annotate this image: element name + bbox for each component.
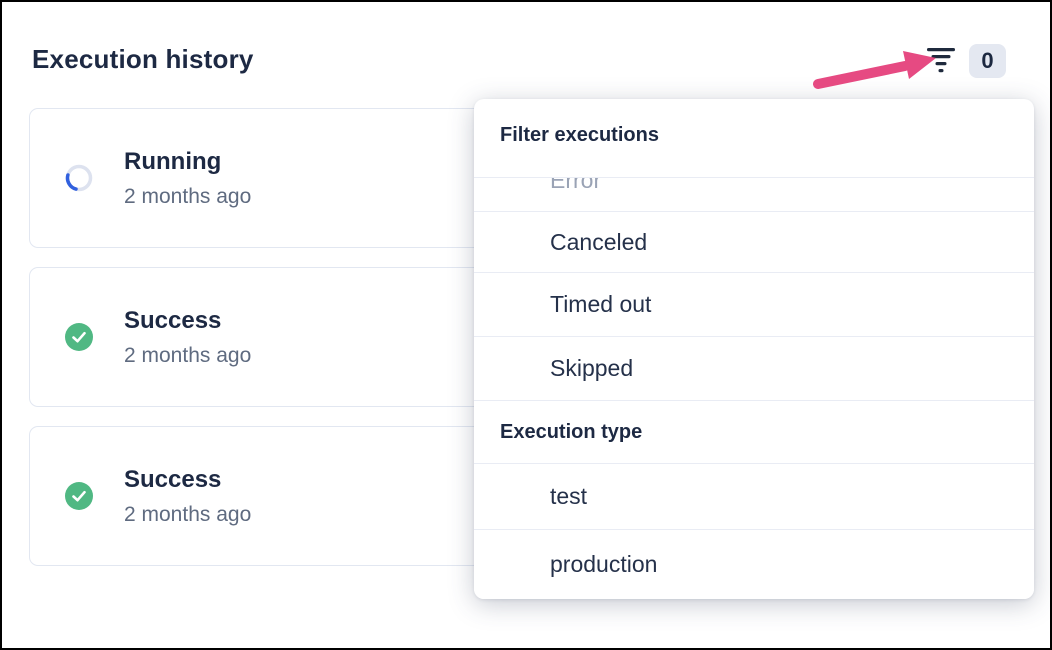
filter-option-error[interactable]: Error [474, 178, 1034, 212]
execution-time: 2 months ago [124, 184, 252, 208]
filter-option-label: Error [550, 178, 602, 193]
filter-funnel-icon [927, 48, 955, 73]
filter-option-timed-out[interactable]: Timed out [474, 273, 1034, 337]
filter-panel-title: Filter executions [474, 99, 1034, 178]
check-circle-icon [65, 323, 93, 351]
execution-status: Running [124, 147, 222, 175]
annotation-arrow-icon [813, 51, 936, 89]
filter-option-label: production [550, 551, 658, 577]
execution-time: 2 months ago [124, 502, 252, 526]
filter-option-skipped[interactable]: Skipped [474, 337, 1034, 401]
filter-option-label: test [550, 483, 588, 509]
filter-section-label: Execution type [500, 420, 643, 443]
filter-option-production[interactable]: production [474, 530, 1034, 599]
filter-button[interactable] [924, 47, 958, 77]
spinner-icon [65, 164, 93, 192]
filter-panel: Filter executions Error Canceled Timed o… [474, 99, 1034, 599]
execution-status: Success [124, 306, 222, 334]
check-circle-icon [65, 482, 93, 510]
execution-time: 2 months ago [124, 343, 252, 367]
filter-option-canceled[interactable]: Canceled [474, 212, 1034, 273]
filter-count-badge: 0 [969, 44, 1006, 78]
filter-section-execution-type: Execution type [474, 401, 1034, 464]
filter-option-test[interactable]: test [474, 464, 1034, 530]
filter-option-label: Timed out [550, 291, 652, 317]
filter-option-label: Skipped [550, 355, 634, 381]
execution-status: Success [124, 465, 222, 493]
page-title: Execution history [32, 44, 254, 74]
filter-option-label: Canceled [550, 228, 648, 255]
